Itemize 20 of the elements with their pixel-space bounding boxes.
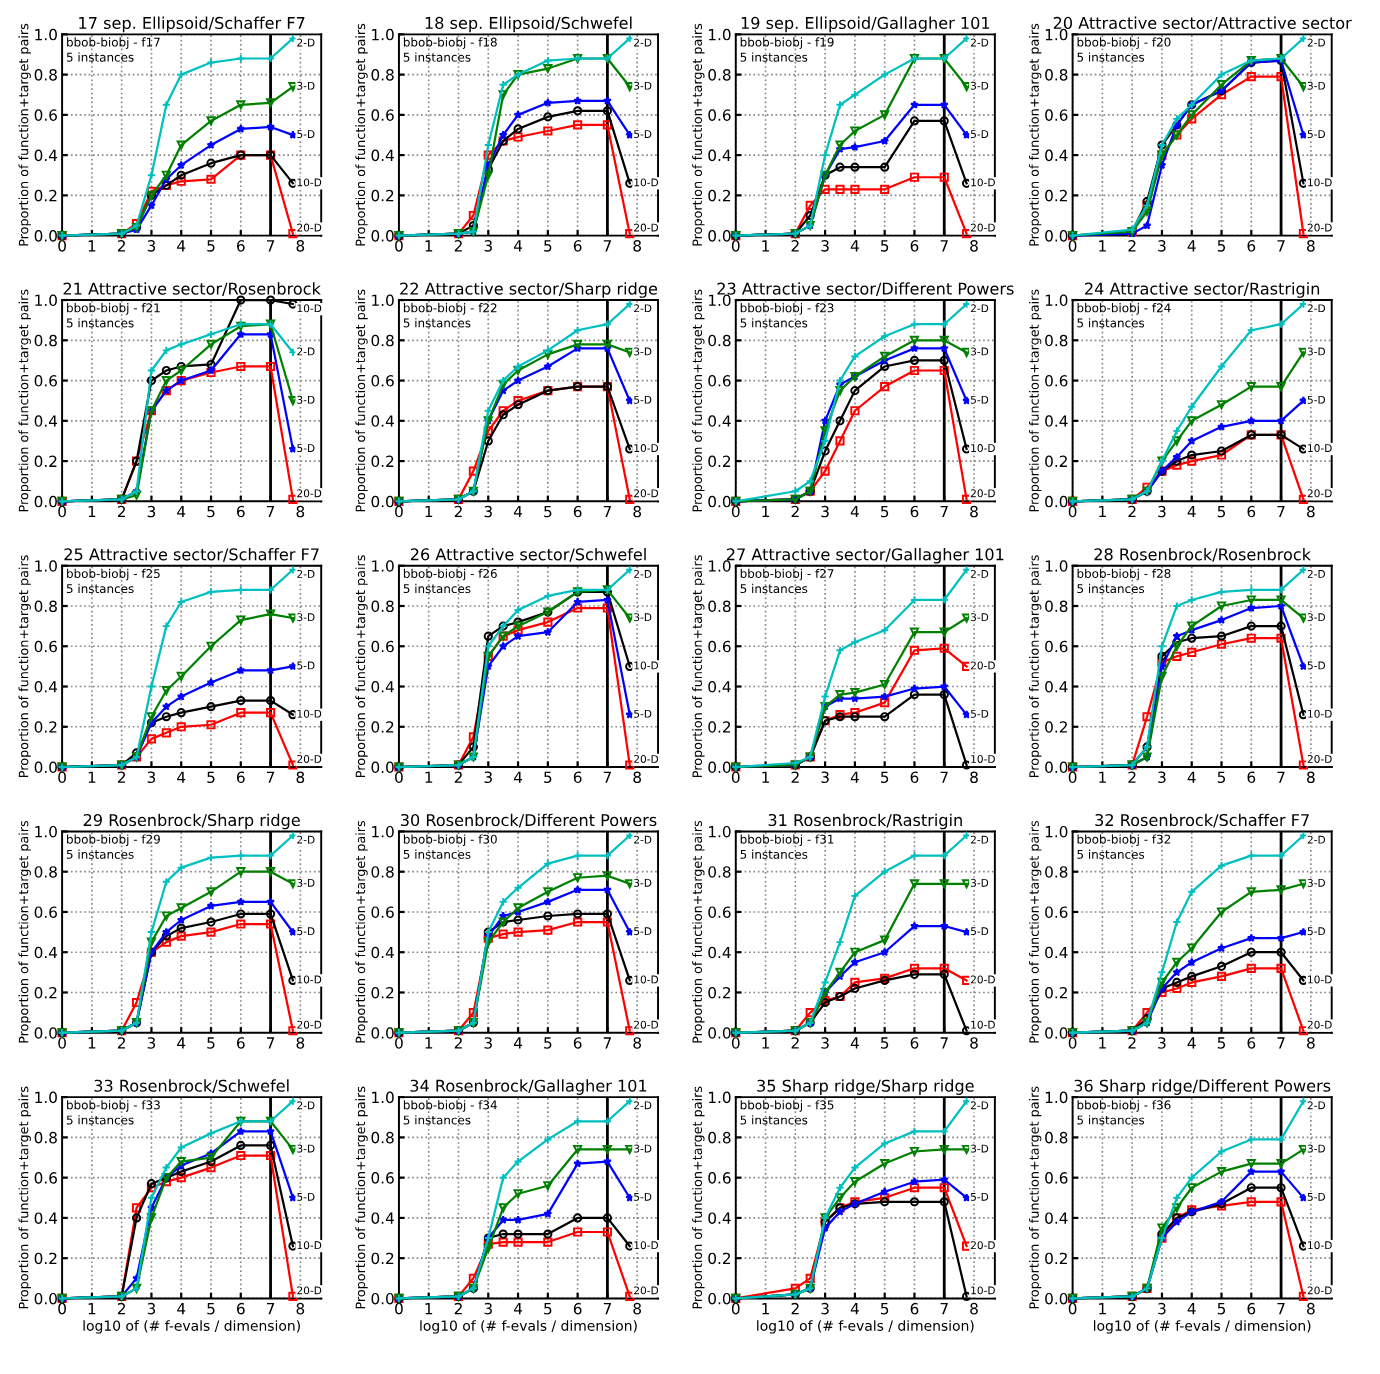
chart-title: 31 Rosenbrock/Rastrigin bbox=[768, 813, 962, 830]
chart-title: 35 Sharp ridge/Sharp ridge bbox=[757, 1079, 974, 1095]
chart-title: 17 sep. Ellipsoid/Schaffer F7 bbox=[79, 16, 305, 33]
chart-title: 28 Rosenbrock/Rosenbrock bbox=[1094, 547, 1311, 562]
chart-title: 34 Rosenbrock/Gallagher 101 bbox=[410, 1079, 647, 1095]
chart-title: 22 Attractive sector/Sharp ridge bbox=[400, 282, 658, 298]
chart-title: 26 Attractive sector/Schwefel bbox=[410, 547, 646, 562]
chart-title: 21 Attractive sector/Rosenbrock bbox=[63, 282, 321, 296]
chart-title: 33 Rosenbrock/Schwefel bbox=[94, 1079, 289, 1094]
chart-title: 20 Attractive sector/Attractive sector bbox=[1053, 16, 1352, 31]
chart-title: 18 sep. Ellipsoid/Schwefel bbox=[425, 16, 632, 33]
chart-title: 24 Attractive sector/Rastrigin bbox=[1085, 282, 1320, 298]
chart-title: 25 Attractive sector/Schaffer F7 bbox=[64, 547, 319, 562]
chart-title: 30 Rosenbrock/Different Powers bbox=[400, 813, 657, 828]
chart-title: 19 sep. Ellipsoid/Gallagher 101 bbox=[741, 16, 990, 33]
chart-title: 36 Sharp ridge/Different Powers bbox=[1074, 1079, 1331, 1095]
chart-title: 32 Rosenbrock/Schaffer F7 bbox=[1095, 813, 1309, 828]
chart-title: 29 Rosenbrock/Sharp ridge bbox=[83, 813, 300, 830]
chart-title: 27 Attractive sector/Gallagher 101 bbox=[726, 547, 1004, 564]
chart-title: 23 Attractive sector/Different Powers bbox=[717, 282, 1014, 296]
